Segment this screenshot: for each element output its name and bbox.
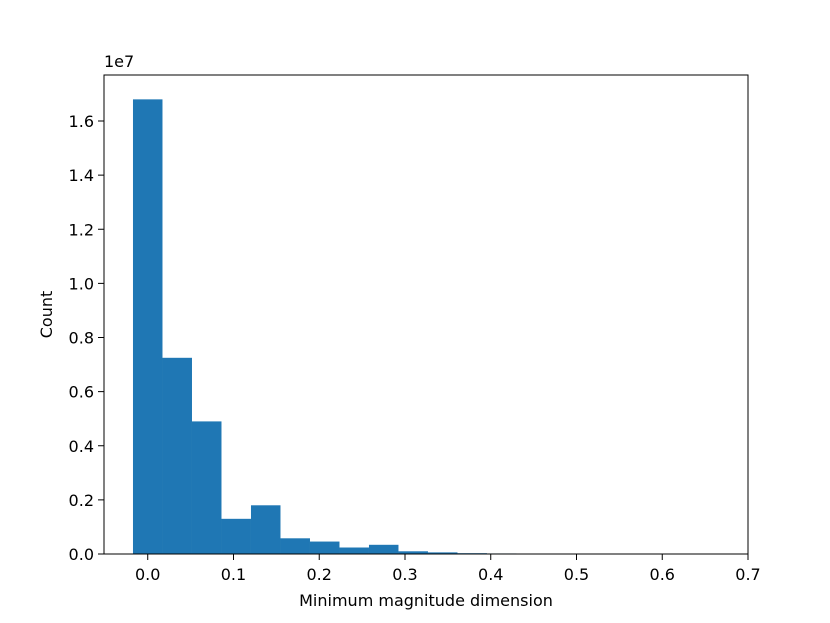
x-axis-label: Minimum magnitude dimension	[299, 591, 553, 610]
x-axis-ticks: 0.0 0.1 0.2 0.3 0.4 0.5 0.6 0.7	[135, 554, 761, 584]
histogram-bar	[162, 357, 192, 554]
y-tick-label: 0.4	[69, 437, 94, 456]
y-tick-label: 0.6	[69, 383, 94, 402]
y-tick-label: 0.0	[69, 545, 94, 564]
histogram-bar	[221, 518, 251, 554]
x-tick-label: 0.4	[478, 565, 503, 584]
x-tick-label: 0.6	[650, 565, 675, 584]
y-tick-label: 1.2	[69, 220, 94, 239]
histogram-bar	[191, 421, 222, 554]
y-tick-label: 1.6	[69, 112, 94, 131]
bars-group	[132, 99, 723, 555]
x-tick-label: 0.0	[135, 565, 160, 584]
histogram-bar	[427, 552, 458, 554]
histogram-bar	[132, 99, 163, 555]
x-tick-label: 0.7	[735, 565, 760, 584]
y-tick-label: 1.4	[69, 166, 94, 185]
histogram-bar	[398, 551, 428, 554]
histogram-bar	[339, 547, 369, 554]
x-tick-label: 0.1	[221, 565, 246, 584]
x-tick-label: 0.3	[392, 565, 417, 584]
histogram-bar	[368, 544, 399, 554]
y-offset-label: 1e7	[104, 52, 134, 71]
histogram-bar	[250, 505, 281, 554]
histogram-bar	[280, 538, 310, 554]
histogram-bar	[309, 541, 340, 554]
x-tick-label: 0.2	[307, 565, 332, 584]
y-axis-label: Count	[37, 291, 56, 339]
y-tick-label: 1.0	[69, 274, 94, 293]
y-tick-label: 0.8	[69, 329, 94, 348]
y-tick-label: 0.2	[69, 491, 94, 510]
x-tick-label: 0.5	[564, 565, 589, 584]
y-axis-ticks: 0.0 0.2 0.4 0.6 0.8 1.0 1.2 1.4 1.6	[69, 112, 104, 564]
plot-frame	[103, 74, 749, 555]
